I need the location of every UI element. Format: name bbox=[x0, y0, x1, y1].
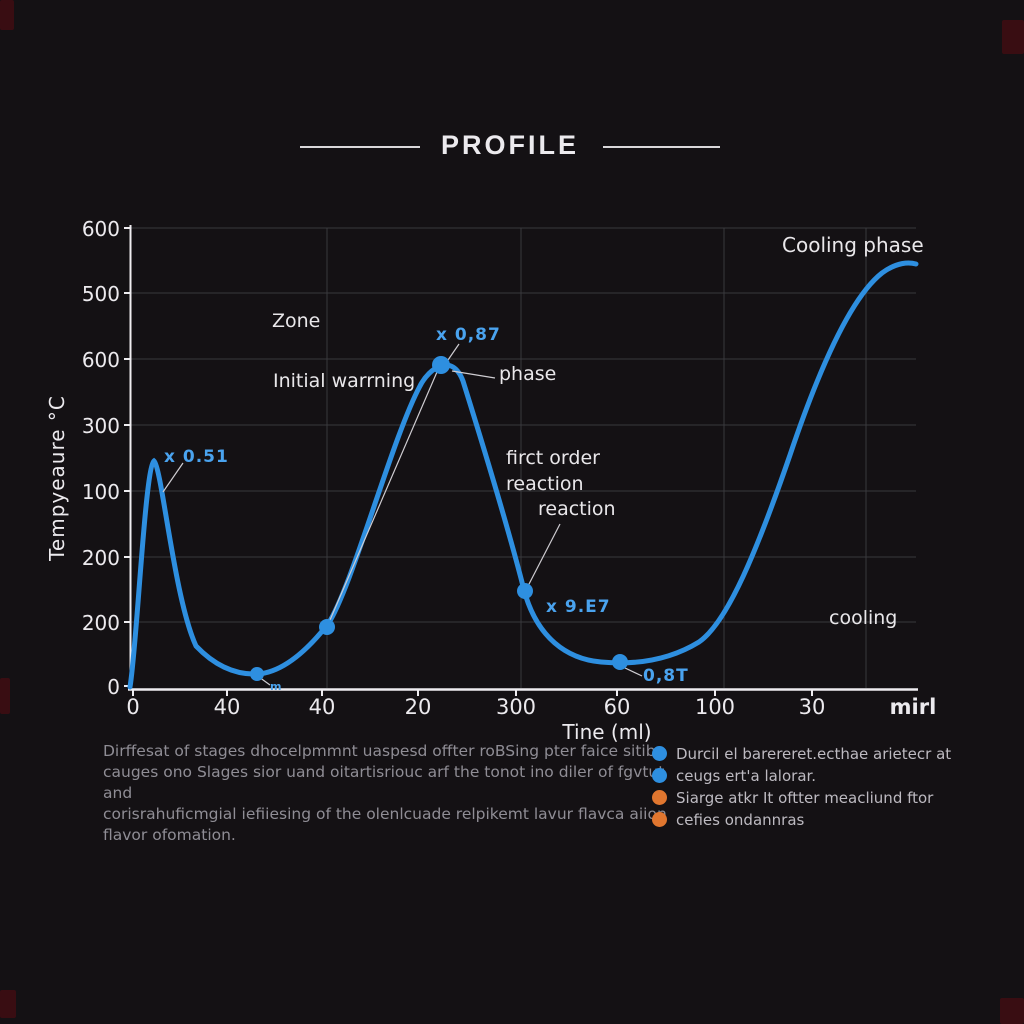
edge-artifact-red bbox=[0, 990, 16, 1018]
x-tick-label: 300 bbox=[495, 695, 537, 719]
legend-marker-blue-icon bbox=[652, 768, 667, 783]
legend-item-label: Durcil el barereret.ecthae arietecr at bbox=[676, 744, 952, 763]
leader-peak-to-phase bbox=[451, 370, 496, 379]
y-tick-label: 600 bbox=[81, 217, 120, 241]
legend-item-label: cefies ondannras bbox=[676, 810, 805, 829]
annotation-zone: Zone bbox=[272, 310, 321, 332]
leader-reaction-to-point bbox=[527, 523, 561, 587]
x-tick-label: 40 bbox=[308, 695, 336, 719]
legend-marker-blue-icon bbox=[652, 746, 667, 761]
legend-item: cefies ondannras bbox=[652, 809, 951, 830]
data-point-marker bbox=[432, 356, 450, 374]
legend-item-label: Siarge atkr It oftter meacliund ftor bbox=[676, 788, 934, 807]
y-tick-label: 200 bbox=[81, 611, 120, 635]
caption-paragraph: Dirffesat of stages dhocelpmmnt uaspesd … bbox=[103, 741, 668, 846]
x-tick-label: 40 bbox=[213, 695, 241, 719]
x-tick-label: 30 bbox=[798, 695, 826, 719]
edge-artifact-red bbox=[1002, 20, 1024, 54]
leader-lines bbox=[162, 343, 643, 686]
x-axis-title: Tine (ml) bbox=[562, 720, 652, 744]
annotation-reaction: reaction bbox=[538, 498, 616, 520]
axis-tick-marks bbox=[124, 227, 813, 696]
point-label-descent: x 9.E7 bbox=[546, 597, 611, 617]
legend-marker-orange-icon bbox=[652, 790, 667, 805]
data-point-marker bbox=[612, 654, 628, 670]
annotation-first-order-line1: firct order bbox=[506, 447, 600, 469]
y-tick-label: 200 bbox=[81, 546, 120, 570]
caption-line: cauges ono Slages sior uand oitartisriou… bbox=[103, 763, 665, 802]
annotation-phase: phase bbox=[499, 363, 557, 385]
data-point-marker bbox=[250, 667, 264, 681]
y-tick-label: 0 bbox=[107, 675, 120, 699]
data-point-markers bbox=[250, 356, 628, 681]
title-rule-right bbox=[603, 146, 720, 148]
leader-peak-to-peak-label bbox=[447, 343, 460, 361]
leader-valley-to-label bbox=[622, 666, 643, 677]
annotation-cooling: cooling bbox=[829, 607, 898, 629]
leader-peak-to-warming-point bbox=[329, 371, 438, 621]
title-rule-left bbox=[300, 146, 420, 148]
y-axis-title: Tempyeaure °C bbox=[45, 395, 69, 561]
annotation-initial-warming: Initial warrning bbox=[273, 370, 416, 392]
y-tick-label: 500 bbox=[81, 282, 120, 306]
legend-item: Siarge atkr It oftter meacliund ftor bbox=[652, 787, 951, 808]
edge-artifact-red bbox=[0, 678, 10, 714]
legend-item: Durcil el barereret.ecthae arietecr at bbox=[652, 743, 951, 764]
x-tick-label: 60 bbox=[603, 695, 631, 719]
y-tick-label: 300 bbox=[81, 414, 120, 438]
data-point-marker bbox=[319, 619, 335, 635]
legend-item: ceugs ert'a lalorar. bbox=[652, 765, 951, 786]
annotation-cooling-phase: Cooling phase bbox=[782, 233, 924, 257]
x-tick-label: 0 bbox=[126, 695, 140, 719]
caption-line: corisrahuficmgial iefiiesing of the olen… bbox=[103, 805, 667, 823]
leader-spike-to-label bbox=[162, 462, 184, 493]
caption-line: Dirffesat of stages dhocelpmmnt uaspesd … bbox=[103, 742, 666, 760]
point-label-tiny-glyph: m bbox=[270, 680, 282, 693]
caption-line: flavor ofomation. bbox=[103, 826, 236, 844]
legend-item-label: ceugs ert'a lalorar. bbox=[676, 766, 817, 785]
point-label-peak: x 0,87 bbox=[436, 325, 501, 345]
edge-artifact-red bbox=[1000, 998, 1024, 1024]
page-title: PROFILE bbox=[440, 130, 580, 160]
annotation-first-order-line2: reaction bbox=[506, 473, 584, 495]
legend: Durcil el barereret.ecthae arietecr at c… bbox=[652, 743, 951, 830]
x-axis-unit-label: mirl bbox=[889, 695, 937, 719]
x-tick-label: 20 bbox=[404, 695, 432, 719]
temperature-curve bbox=[127, 260, 919, 690]
edge-artifact-red bbox=[0, 0, 14, 30]
y-tick-label: 600 bbox=[81, 348, 120, 372]
legend-marker-orange-icon bbox=[652, 812, 667, 827]
point-label-valley: 0,8T bbox=[643, 666, 689, 686]
y-tick-label: 100 bbox=[81, 480, 120, 504]
point-label-spike: x 0.51 bbox=[164, 447, 229, 467]
data-point-marker bbox=[517, 583, 533, 599]
x-tick-label: 100 bbox=[694, 695, 736, 719]
axis-lines bbox=[128, 225, 918, 691]
